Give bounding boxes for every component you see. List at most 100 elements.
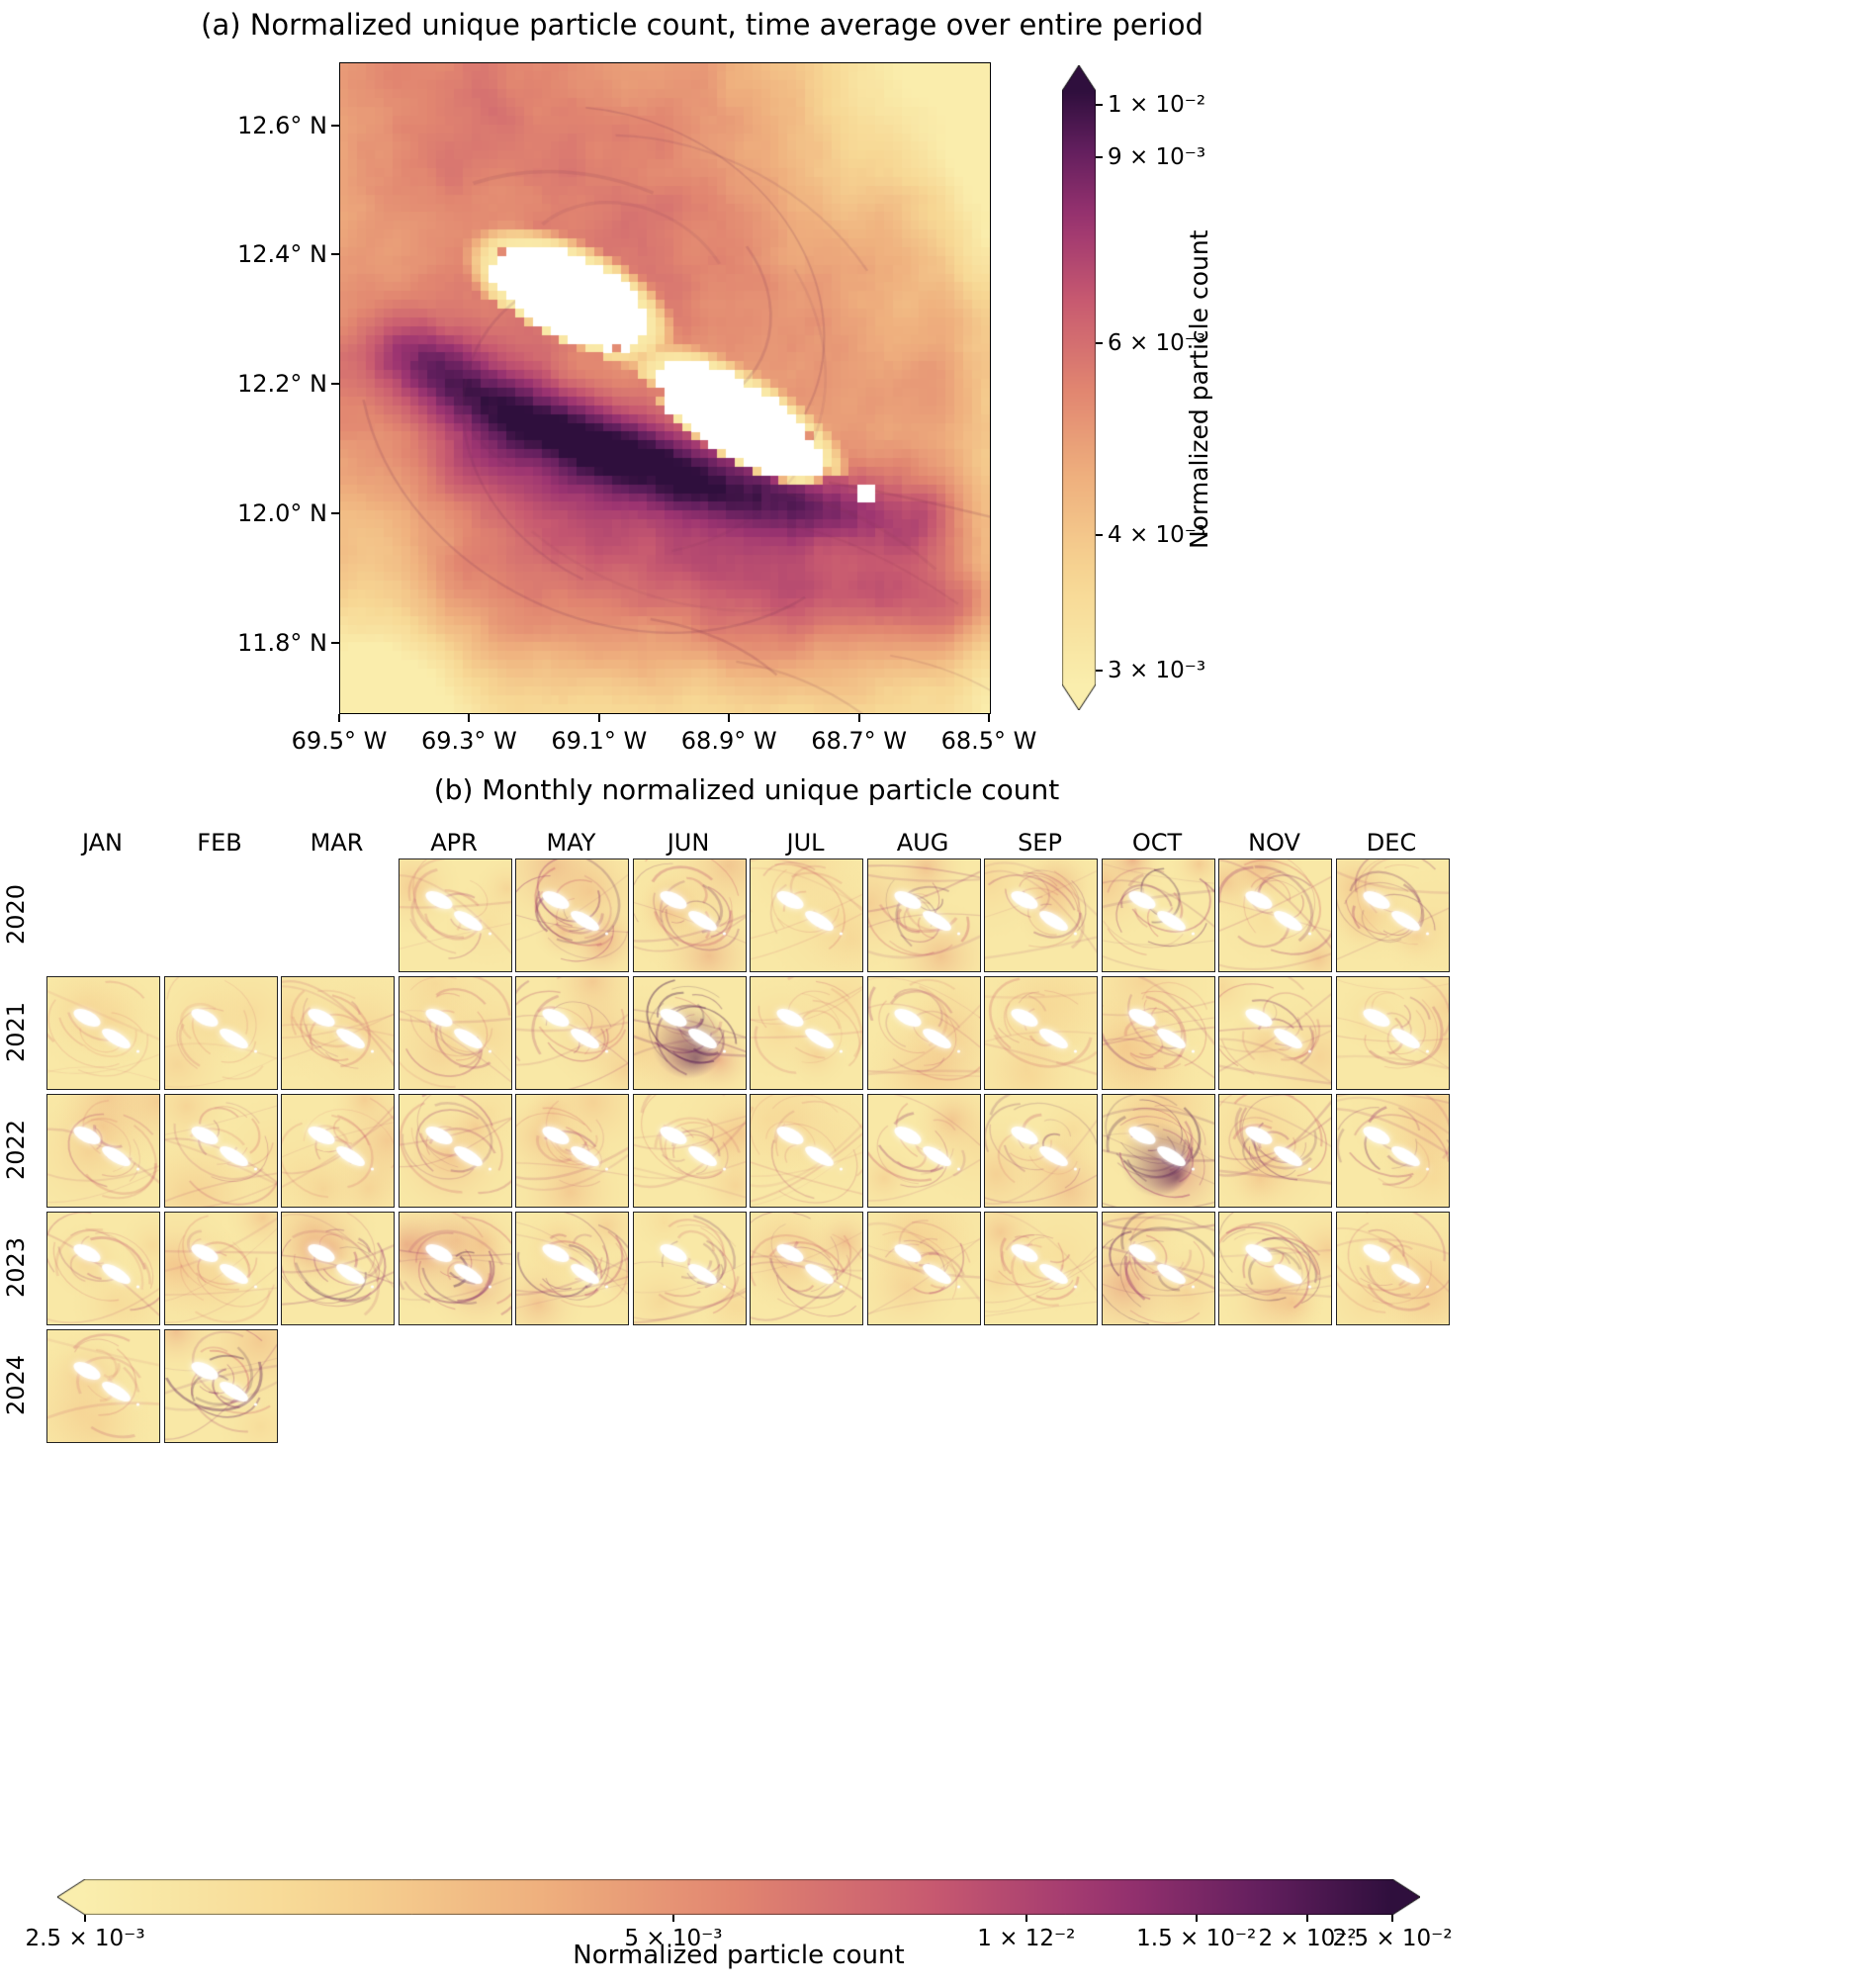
colorbar-horizontal-tick-mark: [1391, 1915, 1393, 1922]
thumbnail-2021-MAR: [281, 976, 395, 1090]
x-axis-tick-label: 69.1° W: [551, 727, 648, 755]
thumbnail-2020-SEP: [984, 858, 1098, 972]
thumbnail-2021-JAN: [46, 976, 160, 1090]
colorbar-horizontal-tick-label: 1 × 12⁻²: [977, 1926, 1076, 1951]
thumbnail-2021-DEC: [1335, 976, 1450, 1090]
x-axis-tick-label: 69.3° W: [420, 727, 517, 755]
year-label-2020: 2020: [2, 883, 30, 946]
thumbnail-2023-APR: [398, 1212, 512, 1325]
year-label-2024: 2024: [2, 1354, 30, 1416]
colorbar-vertical-tick-label: 1 × 10⁻²: [1108, 91, 1206, 118]
thumbnail-2021-FEB: [163, 976, 278, 1090]
x-axis-tick-label: 68.9° W: [680, 727, 777, 755]
colorbar-vertical-tick-mark: [1096, 534, 1103, 537]
colorbar-horizontal-tick-label: 2 × 10⁻²: [1258, 1926, 1357, 1951]
thumbnail-2023-OCT: [1101, 1212, 1215, 1325]
y-axis-tick-label: 12.2° N: [236, 370, 327, 399]
month-header: SEP: [1018, 829, 1062, 857]
colorbar-vertical-tick-mark: [1096, 103, 1103, 106]
x-axis-tick-label: 68.7° W: [811, 727, 907, 755]
colorbar-vertical-tick-label: 4 × 10⁻³: [1108, 522, 1206, 549]
colorbar-vertical-tick-label: 3 × 10⁻³: [1108, 658, 1206, 684]
thumbnail-2023-JUN: [632, 1212, 747, 1325]
year-label-2022: 2022: [2, 1119, 30, 1181]
colorbar-horizontal-tick-mark: [1306, 1915, 1309, 1922]
thumbnail-2020-NOV: [1218, 858, 1332, 972]
colorbar-horizontal-tick-mark: [1025, 1915, 1027, 1922]
thumbnail-2020-MAY: [515, 858, 629, 972]
y-axis-tick-mark: [331, 641, 339, 644]
thumbnail-2023-AUG: [866, 1212, 981, 1325]
thumbnail-2021-JUN: [632, 976, 747, 1090]
thumbnail-2023-JUL: [750, 1212, 863, 1325]
thumbnail-2022-JAN: [46, 1094, 160, 1208]
thumbnail-2022-NOV: [1218, 1094, 1332, 1208]
thumbnail-2022-MAY: [515, 1094, 629, 1208]
thumbnail-2021-JUL: [750, 976, 863, 1090]
colorbar-horizontal-canvas: [57, 1879, 1420, 1915]
thumbnail-2023-NOV: [1218, 1212, 1332, 1325]
thumbnail-2023-JAN: [46, 1212, 160, 1325]
thumbnail-2021-OCT: [1101, 976, 1215, 1090]
x-axis-tick-label: 68.5° W: [940, 727, 1037, 755]
thumbnail-2021-AUG: [866, 976, 981, 1090]
colorbar-horizontal-tick-label: 2.5 × 10⁻³: [25, 1926, 145, 1951]
month-header: JUN: [667, 829, 710, 857]
thumbnail-2020-JUL: [750, 858, 863, 972]
y-axis-tick-mark: [331, 383, 339, 386]
year-label-2023: 2023: [2, 1236, 30, 1299]
colorbar-vertical-tick-mark: [1096, 670, 1103, 673]
main-heatmap-canvas: [339, 62, 991, 714]
thumbnail-2022-JUN: [632, 1094, 747, 1208]
colorbar-horizontal-tick-mark: [84, 1915, 86, 1922]
thumbnail-2020-DEC: [1335, 858, 1450, 972]
year-label-2021: 2021: [2, 1001, 30, 1063]
x-axis-tick-label: 69.5° W: [291, 727, 388, 755]
colorbar-horizontal-tick-mark: [671, 1915, 674, 1922]
x-axis-tick-mark: [728, 714, 731, 722]
colorbar-horizontal-tick-label: 2.5 × 10⁻²: [1332, 1926, 1453, 1951]
month-header: MAR: [310, 829, 364, 857]
thumbnail-2023-MAY: [515, 1212, 629, 1325]
thumbnail-2022-FEB: [163, 1094, 278, 1208]
thumbnail-2023-SEP: [984, 1212, 1098, 1325]
thumbnail-2023-FEB: [163, 1212, 278, 1325]
colorbar-vertical-canvas: [1062, 65, 1096, 710]
x-axis-tick-mark: [857, 714, 860, 722]
colorbar-horizontal-label: Normalized particle count: [573, 1941, 905, 1970]
y-axis-tick-mark: [331, 511, 339, 514]
month-header: AUG: [896, 829, 949, 857]
y-axis-tick-label: 11.8° N: [236, 628, 327, 657]
colorbar-horizontal-tick-label: 5 × 10⁻³: [624, 1926, 723, 1951]
month-header: OCT: [1131, 829, 1183, 857]
thumbnail-2022-AUG: [866, 1094, 981, 1208]
colorbar-vertical-label: Normalized particle count: [1185, 229, 1213, 550]
thumbnail-2022-JUL: [750, 1094, 863, 1208]
x-axis-tick-mark: [988, 714, 990, 722]
thumbnail-2022-OCT: [1101, 1094, 1215, 1208]
x-axis-tick-mark: [597, 714, 600, 722]
thumbnail-2024-FEB: [163, 1329, 278, 1443]
colorbar-vertical-tick-label: 6 × 10⁻³: [1108, 330, 1206, 356]
y-axis-tick-mark: [331, 124, 339, 127]
colorbar-horizontal-tick-label: 1.5 × 10⁻²: [1136, 1926, 1257, 1951]
colorbar-vertical-tick-mark: [1096, 155, 1103, 158]
month-header: DEC: [1366, 829, 1417, 857]
thumbnail-2022-DEC: [1335, 1094, 1450, 1208]
thumbnail-2022-SEP: [984, 1094, 1098, 1208]
month-header: MAY: [546, 829, 596, 857]
y-axis-tick-label: 12.6° N: [236, 111, 327, 139]
thumbnail-2020-OCT: [1101, 858, 1215, 972]
colorbar-horizontal-tick-mark: [1195, 1915, 1198, 1922]
thumbnail-2024-JAN: [46, 1329, 160, 1443]
colorbar-vertical-tick-label: 9 × 10⁻³: [1108, 143, 1206, 170]
x-axis-tick-mark: [338, 714, 340, 722]
thumbnail-2021-APR: [398, 976, 512, 1090]
x-axis-tick-mark: [468, 714, 471, 722]
thumbnail-2021-NOV: [1218, 976, 1332, 1090]
y-axis-tick-label: 12.0° N: [236, 498, 327, 527]
month-header: FEB: [197, 829, 242, 857]
month-header: JAN: [81, 829, 124, 857]
thumbnail-2021-SEP: [984, 976, 1098, 1090]
